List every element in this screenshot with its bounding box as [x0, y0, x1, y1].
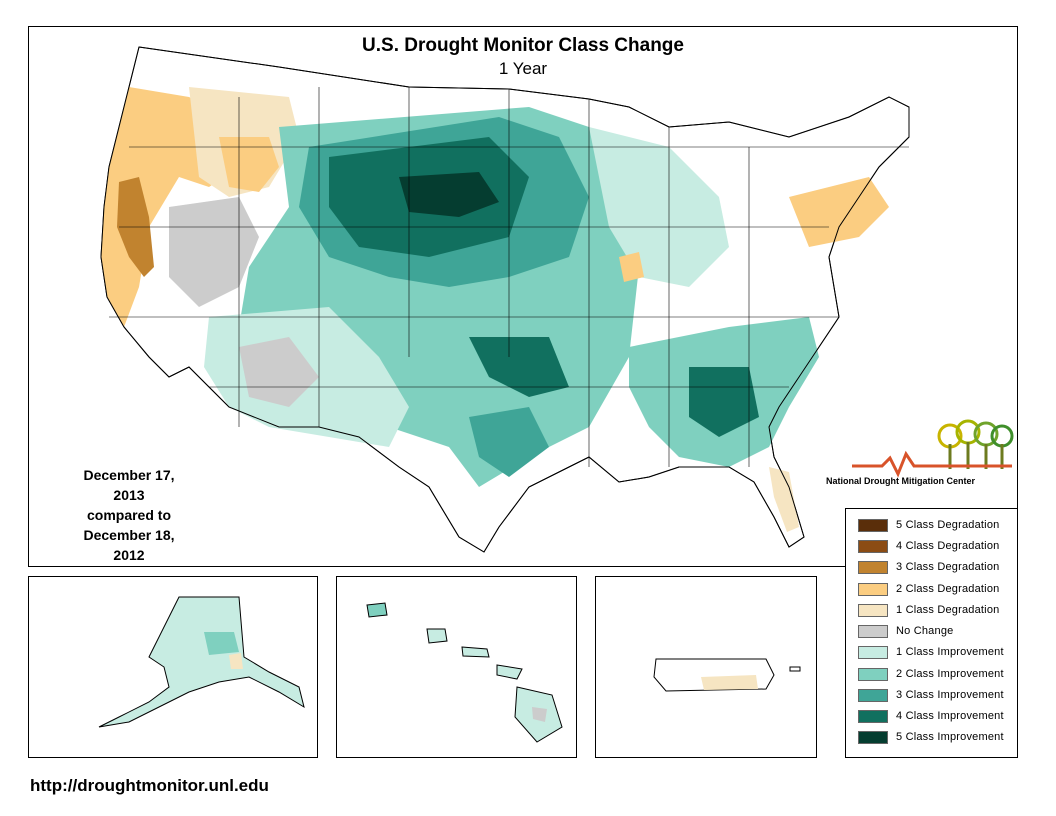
region-midwest-improvement-1: [589, 127, 729, 287]
region-texas-improvement-3: [469, 407, 549, 477]
hawaii-map: [366, 602, 563, 743]
legend-label: 4 Class Improvement: [896, 710, 1004, 722]
region-nevada-nochange: [169, 197, 259, 307]
legend-item: 1 Class Improvement: [858, 645, 1004, 659]
legend-item: 4 Class Degradation: [858, 539, 999, 553]
conus-map: [100, 46, 910, 553]
legend-swatch: [858, 582, 888, 596]
legend-item: 5 Class Degradation: [858, 518, 999, 532]
source-url-link[interactable]: http://droughtmonitor.unl.edu: [30, 776, 269, 795]
legend-label: No Change: [896, 625, 954, 637]
state-borders: [109, 87, 909, 467]
legend-swatch: [858, 688, 888, 702]
legend-label: 2 Class Improvement: [896, 668, 1004, 680]
legend-swatch: [858, 667, 888, 681]
legend-swatch: [858, 645, 888, 659]
legend-swatch: [858, 518, 888, 532]
alaska-inset: [28, 576, 318, 758]
drought-line-icon: [852, 450, 1012, 478]
legend-item: 3 Class Improvement: [858, 688, 1004, 702]
map-subtitle: 1 Year: [498, 59, 548, 78]
legend-label: 5 Class Degradation: [896, 519, 1000, 531]
legend: 5 Class Degradation 4 Class Degradation …: [845, 508, 1018, 758]
puerto-rico-inset: [595, 576, 817, 758]
map-title: U.S. Drought Monitor Class Change: [362, 35, 684, 56]
puerto-rico-map: [653, 658, 801, 692]
region-nebraska-improvement-5: [399, 172, 499, 217]
legend-item: 5 Class Improvement: [858, 730, 1004, 744]
legend-label: 1 Class Improvement: [896, 646, 1004, 658]
region-florida-degradation-1: [769, 467, 799, 532]
conus-border: [100, 46, 910, 553]
region-oklahoma-improvement-4: [469, 337, 569, 397]
legend-swatch: [858, 603, 888, 617]
alaska-map: [98, 596, 305, 728]
legend-swatch: [858, 624, 888, 638]
date-comparison: December 17, 2013 compared to December 1…: [69, 465, 189, 565]
tree-icon: [937, 419, 1014, 469]
legend-item: 4 Class Improvement: [858, 709, 1004, 723]
region-georgia-improvement-4: [689, 367, 759, 437]
ndmc-logo: [852, 419, 1014, 478]
hawaii-inset: [336, 576, 577, 758]
legend-label: 2 Class Degradation: [896, 583, 1000, 595]
legend-item: 2 Class Improvement: [858, 667, 1004, 681]
date-previous: December 18, 2012: [83, 527, 175, 563]
legend-label: 3 Class Improvement: [896, 689, 1004, 701]
legend-swatch: [858, 730, 888, 744]
region-northeast-degradation-2: [789, 177, 889, 247]
legend-item: 1 Class Degradation: [858, 603, 999, 617]
main-map-panel: U.S. Drought Monitor Class Change 1 Year…: [28, 26, 1018, 567]
date-compared-to: compared to: [86, 507, 171, 523]
legend-item: 3 Class Degradation: [858, 560, 999, 574]
legend-label: 5 Class Improvement: [896, 731, 1004, 743]
legend-swatch: [858, 539, 888, 553]
legend-swatch: [858, 560, 888, 574]
region-idaho-degradation-2: [219, 137, 279, 192]
legend-swatch: [858, 709, 888, 723]
legend-label: 1 Class Degradation: [896, 604, 1000, 616]
region-illinois-degradation-2: [619, 252, 644, 282]
legend-item: No Change: [858, 624, 953, 638]
legend-item: 2 Class Degradation: [858, 582, 999, 596]
legend-label: 4 Class Degradation: [896, 540, 1000, 552]
legend-label: 3 Class Degradation: [896, 561, 1000, 573]
region-arizona-nochange: [239, 337, 319, 407]
date-current: December 17, 2013: [83, 467, 175, 503]
ndmc-logo-text: National Drought Mitigation Center: [826, 476, 975, 486]
